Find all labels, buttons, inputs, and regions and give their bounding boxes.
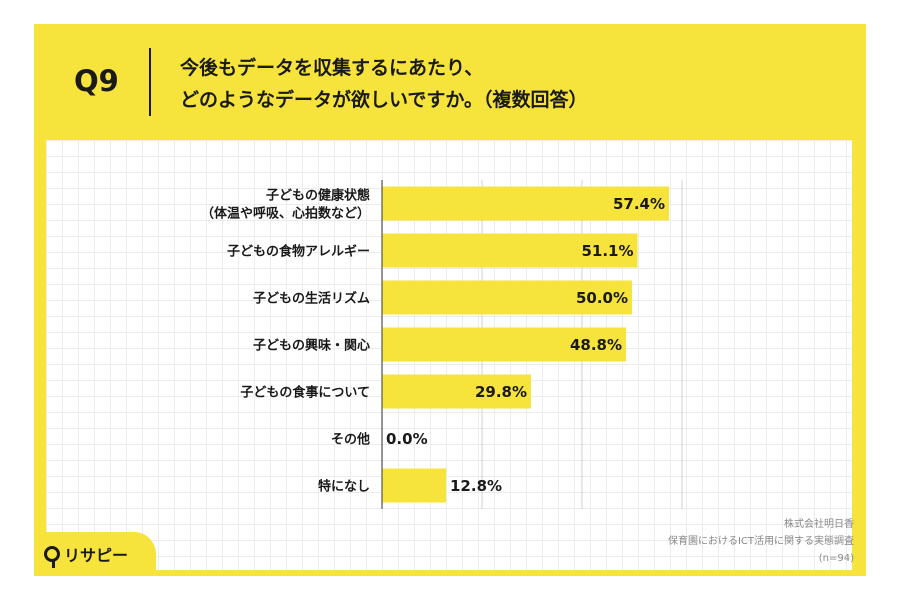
- source-survey: 保育園におけるICT活用に関する実態調査: [667, 536, 854, 547]
- value-label-6: 12.8%: [450, 477, 502, 495]
- bar-0: [382, 186, 669, 221]
- value-label-2: 50.0%: [576, 289, 628, 307]
- bar-4: [382, 374, 531, 409]
- category-label-2: 子どもの生活リズム: [253, 291, 370, 307]
- title-line-1: 今後もデータを収集するにあたり、: [180, 57, 484, 79]
- category-label-3: 子どもの興味・関心: [253, 338, 370, 354]
- source-company: 株式会社明日香: [784, 519, 854, 530]
- brand-logo: リサピー: [44, 540, 128, 568]
- value-label-4: 29.8%: [475, 383, 527, 401]
- source-note: 株式会社明日香 保育園におけるICT活用に関する実態調査 (n=94): [668, 516, 854, 567]
- bar-2: [382, 280, 632, 315]
- value-label-5: 0.0%: [386, 430, 428, 448]
- logo-text: リサピー: [64, 546, 129, 565]
- value-label-3: 48.8%: [570, 336, 622, 354]
- title-line-2: どのようなデータが欲しいですか。（複数回答）: [180, 89, 588, 111]
- page-title: 今後もデータを収集するにあたり、 どのようなデータが欲しいですか。（複数回答）: [180, 52, 588, 116]
- sample-size: (n=94): [818, 553, 854, 564]
- category-label-5: その他: [331, 432, 370, 448]
- title-divider: [149, 48, 151, 116]
- bar-6: [382, 468, 446, 503]
- category-label-0: 子どもの健康状態（体温や呼吸、心拍数など）: [201, 188, 370, 222]
- value-label-0: 57.4%: [613, 195, 665, 213]
- bar-3: [382, 327, 626, 362]
- value-label-1: 51.1%: [581, 242, 633, 260]
- category-label-4: 子どもの食事について: [240, 385, 370, 401]
- category-label-6: 特になし: [318, 479, 370, 495]
- bar-1: [382, 233, 638, 268]
- magnifier-icon: [44, 546, 60, 568]
- question-number: Q9: [74, 64, 119, 98]
- category-label-1: 子どもの食物アレルギー: [227, 244, 370, 260]
